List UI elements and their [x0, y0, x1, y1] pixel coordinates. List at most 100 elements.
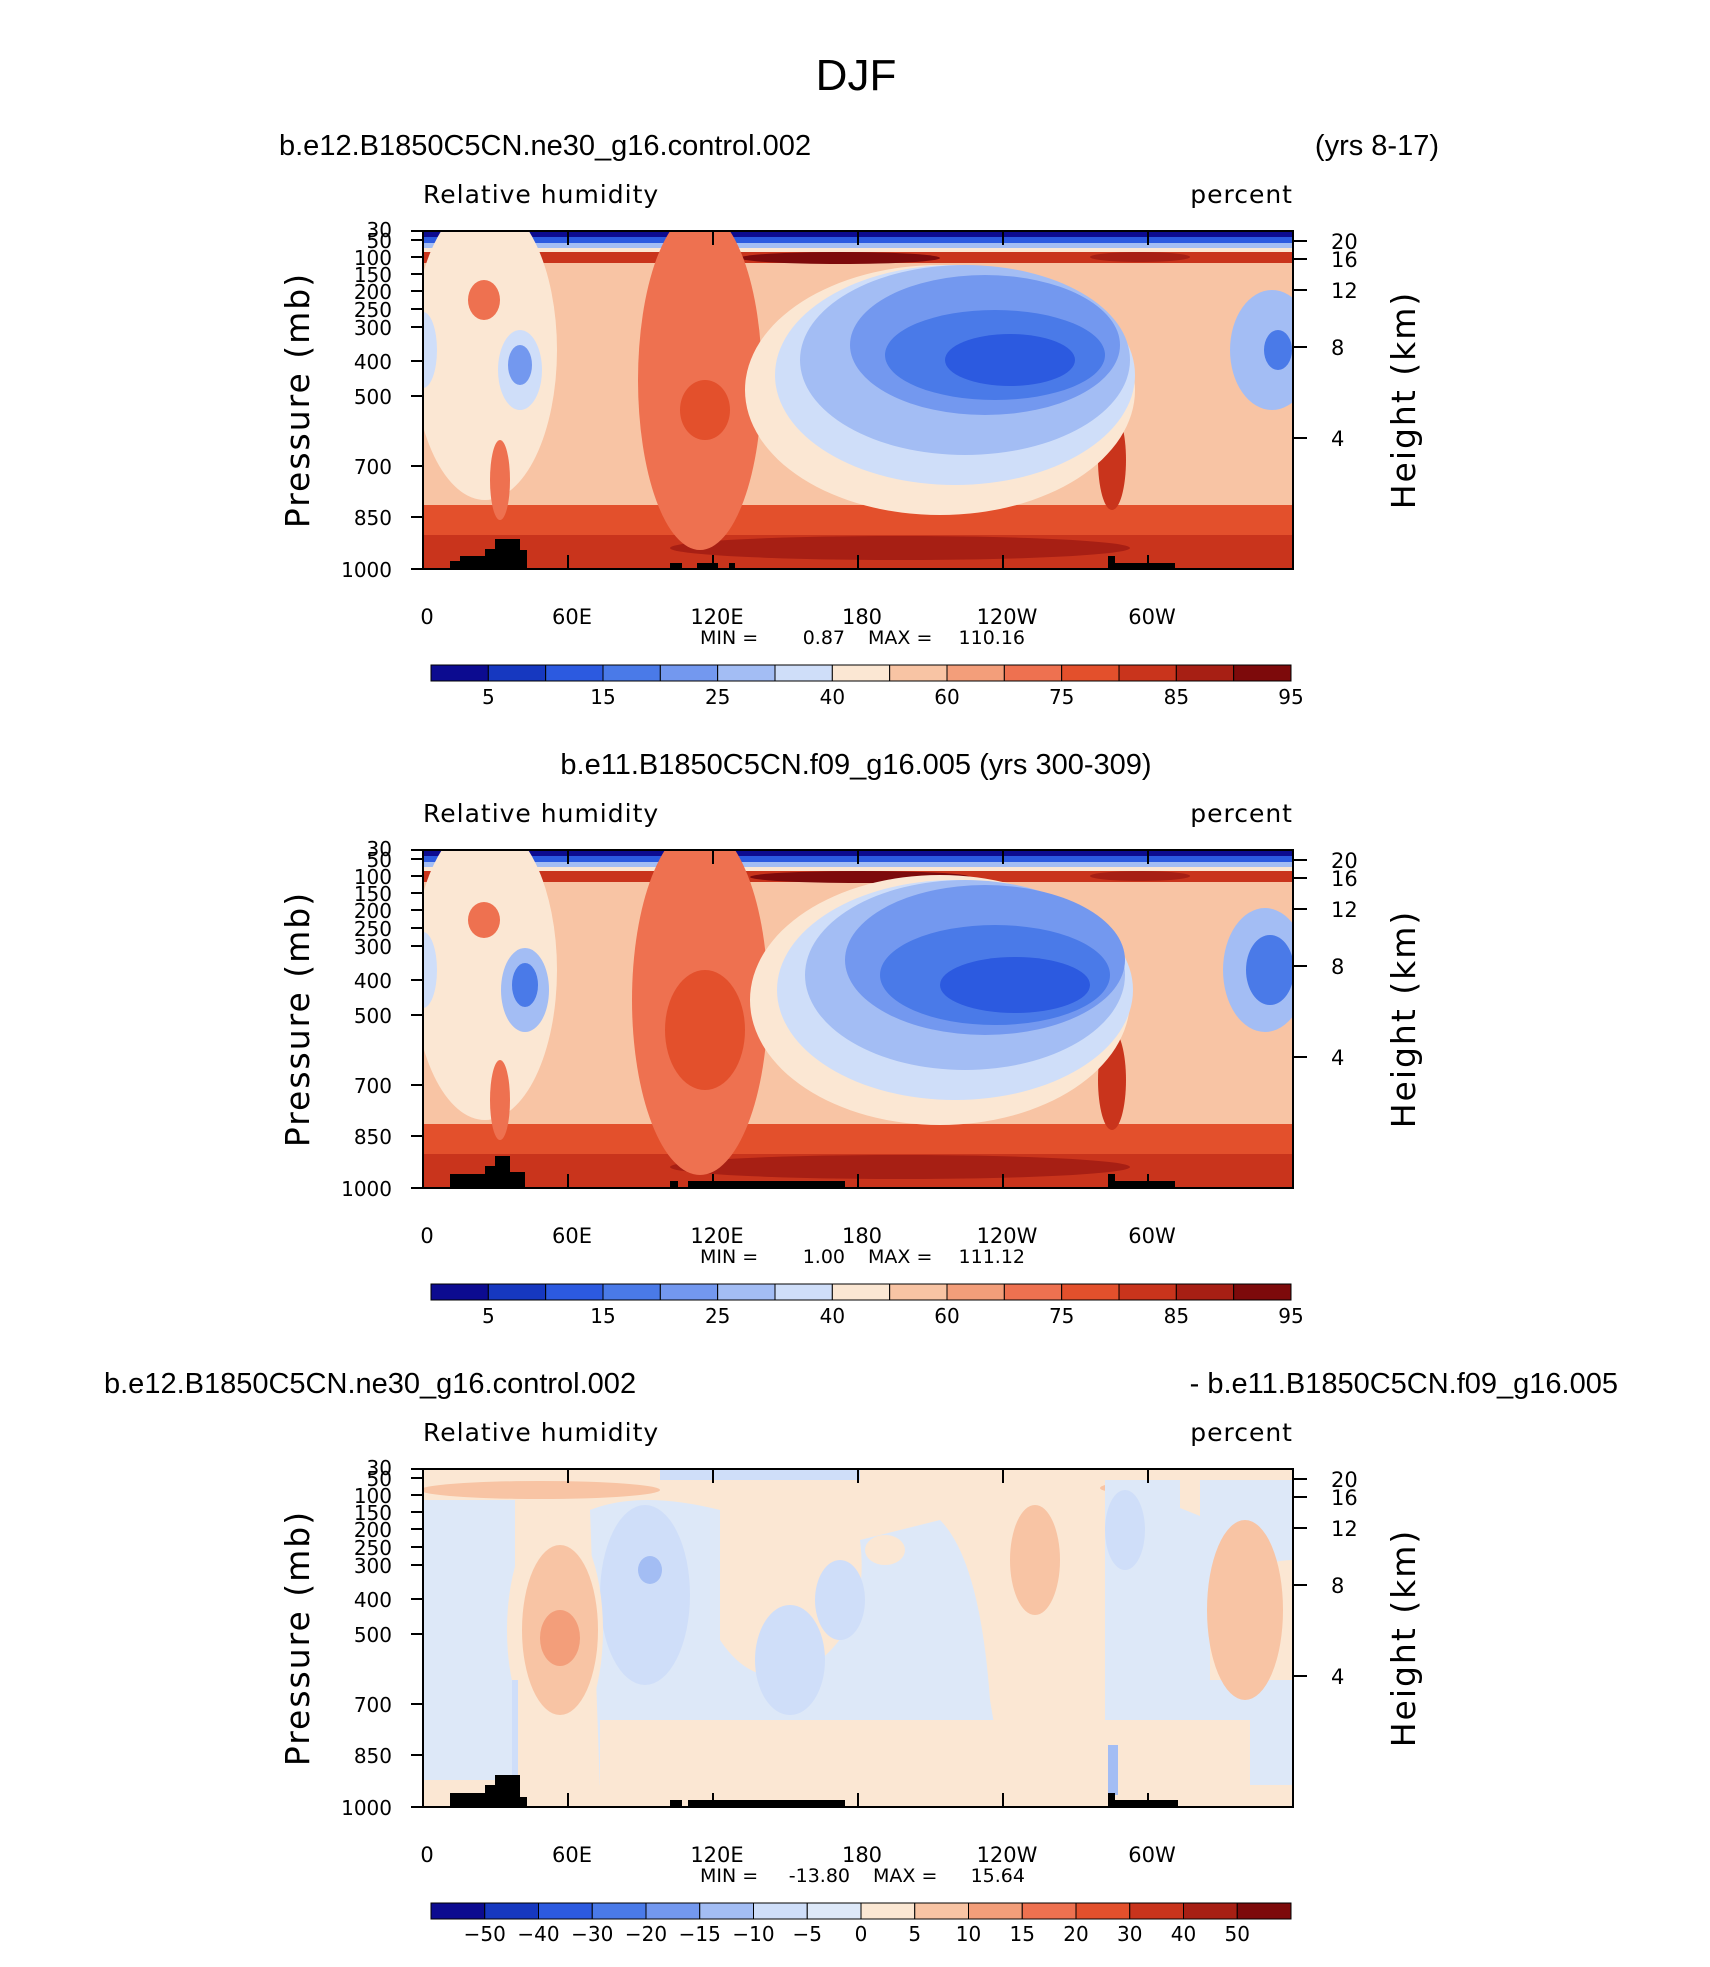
- dry-blob-4: [1105, 1490, 1145, 1570]
- y-axis-title: Pressure (mb): [278, 272, 317, 528]
- dry-strip-1: [512, 1680, 518, 1790]
- colorbar-label: 85: [1164, 1304, 1189, 1328]
- colorbar-swatch: [1021, 1902, 1077, 1920]
- colorbar-label: 30: [1117, 1922, 1142, 1946]
- colorbar-swatch: [1003, 1283, 1063, 1301]
- colorbar-swatch: [430, 1283, 489, 1301]
- equator-column: [638, 231, 762, 550]
- min-max-readout: MIN = 0.87 MAX = 110.16: [700, 627, 1025, 649]
- topography: [450, 1775, 1178, 1807]
- y-tick-label: 30: [367, 1456, 392, 1480]
- dry-east: [1230, 290, 1293, 410]
- colorbar-swatch: [645, 1902, 701, 1920]
- height-tick-label: 4: [1331, 1046, 1344, 1070]
- y-tick-label: 850: [354, 1125, 392, 1149]
- colorbar: 5 15 25 40 60 75 85 95: [430, 664, 1304, 709]
- y-tick-label: 100: [354, 246, 392, 270]
- x-tick-label: 60E: [552, 1224, 592, 1248]
- dry-blob-2: [755, 1605, 825, 1715]
- colorbar-label: 5: [482, 1304, 495, 1328]
- y-axis-title: Pressure (mb): [278, 891, 317, 1147]
- colorbar-label: 5: [908, 1922, 921, 1946]
- colorbar-label: −30: [571, 1922, 613, 1946]
- colorbar-swatch: [1236, 1902, 1292, 1920]
- min-value: 0.87: [803, 627, 845, 649]
- colorbar-label: 15: [590, 685, 615, 709]
- colorbar-swatch: [430, 664, 489, 682]
- y-tick-label: 30: [367, 218, 392, 242]
- colorbar-label: −10: [732, 1922, 774, 1946]
- x-tick-label: 0: [420, 1224, 433, 1248]
- min-max-readout: MIN = -13.80 MAX = 15.64: [700, 1865, 1025, 1887]
- height-tick-label: 16: [1331, 867, 1358, 891]
- colorbar-label: 40: [820, 685, 845, 709]
- height-axis-title: Height (km): [1384, 910, 1423, 1129]
- colorbar-label: −20: [625, 1922, 667, 1946]
- height-tick-label: 8: [1331, 1574, 1344, 1598]
- contour-field: [423, 231, 1293, 569]
- max-value: 110.16: [959, 627, 1025, 649]
- height-tick-label: 4: [1331, 1665, 1344, 1689]
- min-label: MIN =: [700, 627, 758, 649]
- colorbar-swatch: [717, 664, 776, 682]
- y-tick-label: 300: [354, 935, 392, 959]
- case-title-left: b.e12.B1850C5CN.ne30_g16.control.002: [279, 130, 811, 162]
- colorbar-label: 95: [1278, 685, 1303, 709]
- max-label: MAX =: [868, 1246, 932, 1268]
- topography: [450, 1156, 1175, 1188]
- moist-west-2: [540, 1610, 580, 1666]
- y-tick-label: 500: [354, 1004, 392, 1028]
- dry-strip-2: [1108, 1745, 1118, 1795]
- y-tick-label: 700: [354, 1074, 392, 1098]
- colorbar-swatch: [1129, 1902, 1184, 1920]
- pale-zone: [423, 231, 557, 500]
- dry-blob-1-core: [638, 1556, 662, 1584]
- colorbar-label: 50: [1225, 1922, 1250, 1946]
- x-axis: 0 60E 120E 180 120W 60W: [420, 231, 1176, 629]
- colorbar-swatch: [889, 1283, 948, 1301]
- y-tick-label: 500: [354, 385, 392, 409]
- colorbar-swatch: [914, 1902, 969, 1920]
- y-tick-label: 250: [354, 917, 392, 941]
- colorbar-label: 75: [1049, 1304, 1074, 1328]
- lower-moist: [600, 1720, 1250, 1785]
- x-tick-label: 180: [842, 605, 882, 629]
- colorbar-swatch: [860, 1902, 916, 1920]
- x-tick-label: 60E: [552, 605, 592, 629]
- topography: [450, 539, 1175, 569]
- stratosphere-pale: [423, 867, 1293, 871]
- colorbar-label: 15: [590, 1304, 615, 1328]
- units-label: percent: [1190, 799, 1293, 828]
- y-tick-label: 50: [367, 848, 392, 872]
- dry-edge-left: [423, 312, 437, 388]
- y-tick-label: 200: [354, 899, 392, 923]
- variable-label: Relative humidity: [423, 1418, 659, 1447]
- stratosphere-light: [423, 243, 1293, 248]
- height-tick-label: 16: [1331, 248, 1358, 272]
- height-axis: 20 16 12 8 4 Height (km): [1293, 849, 1423, 1128]
- colorbar-swatch: [1075, 1902, 1131, 1920]
- y-tick-label: 150: [354, 1501, 392, 1525]
- tropopause-max-1: [740, 252, 940, 264]
- x-tick-label: 120E: [690, 1843, 743, 1867]
- colorbar-swatch: [487, 664, 547, 682]
- y-tick-label: 50: [367, 1467, 392, 1491]
- moist-plume: [490, 440, 510, 520]
- x-tick-label: 120W: [977, 1843, 1038, 1867]
- y-tick-label: 250: [354, 1536, 392, 1560]
- height-axis: 20 16 12 8 4 Height (km): [1293, 230, 1423, 509]
- units-label: percent: [1190, 1418, 1293, 1447]
- colorbar-label: −15: [679, 1922, 721, 1946]
- colorbar-label: 40: [820, 1304, 845, 1328]
- y-tick-label: 1000: [341, 1177, 392, 1201]
- lowlevel-max: [670, 1155, 1130, 1179]
- colorbar-swatch: [484, 1902, 539, 1920]
- x-tick-label: 180: [842, 1843, 882, 1867]
- min-label: MIN =: [700, 1246, 758, 1268]
- contour-field: [423, 850, 1293, 1188]
- height-axis-title: Height (km): [1384, 1529, 1423, 1748]
- y-axis: 1000 850 700 500 400 300 250 200 150 100…: [278, 1456, 423, 1820]
- y-tick-label: 400: [354, 350, 392, 374]
- moist-east: [1207, 1520, 1283, 1700]
